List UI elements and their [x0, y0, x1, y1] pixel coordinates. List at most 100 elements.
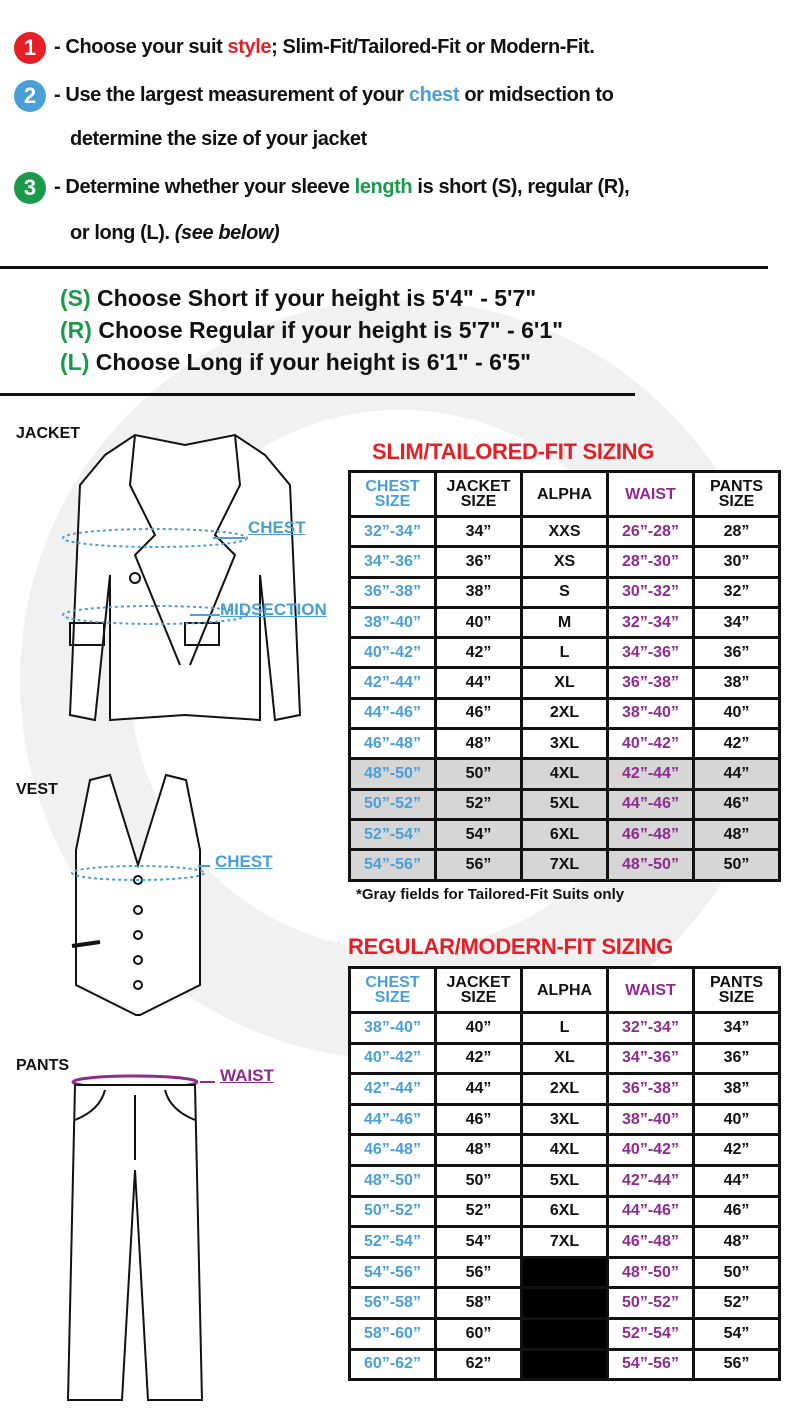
column-header: CHEST SIZE	[348, 966, 437, 1014]
table-cell: 42”	[692, 727, 781, 761]
table-row: 54”-56” 56” 7XL 48”-50” 50”	[348, 848, 781, 882]
table-cell: 28”-30”	[606, 545, 695, 579]
pants-label: PANTS	[16, 1057, 70, 1074]
table-row: 42”-44” 44” XL 36”-38” 38”	[348, 666, 781, 700]
table-row: 54”-56” 56” 48”-50” 50”	[348, 1255, 781, 1290]
table-row: 38”-40” 40” L 32”-34” 34”	[348, 1011, 781, 1045]
table-cell: 58”-60”	[348, 1316, 437, 1351]
midsection-label: MIDSECTION	[220, 600, 327, 619]
table-cell	[520, 1347, 609, 1382]
column-header: ALPHA	[520, 470, 609, 518]
table-cell: 2XL	[520, 696, 609, 731]
table-cell: 54”-56”	[606, 1347, 695, 1382]
step-text: or midsection to	[459, 84, 614, 106]
table-cell: 40”	[692, 1102, 781, 1137]
table-cell: 50”	[692, 1255, 781, 1290]
table-cell: 40”	[434, 605, 523, 640]
table-cell: 42”	[434, 636, 523, 670]
table-cell: 32”-34”	[606, 605, 695, 640]
table-cell: 36”-38”	[348, 575, 437, 609]
table-cell: M	[520, 605, 609, 640]
table-cell: 52”-54”	[606, 1316, 695, 1351]
table-cell: 50”	[434, 757, 523, 791]
step-3: 3- Determine whether your sleeve length …	[14, 170, 790, 204]
table-cell: 48”-50”	[348, 1163, 437, 1198]
slim-table-title: SLIM/TAILORED-FIT SIZING	[372, 439, 655, 464]
table-cell: 56”-58”	[348, 1286, 437, 1320]
jacket-label: JACKET	[16, 425, 81, 442]
table-cell: 48”	[434, 727, 523, 761]
table-cell: 60”-62”	[348, 1347, 437, 1382]
column-header: JACKET SIZE	[434, 470, 523, 518]
table-cell: 6XL	[520, 817, 609, 852]
table-cell: 34”-36”	[606, 636, 695, 670]
table-cell: 36”	[692, 636, 781, 670]
table-cell: L	[520, 636, 609, 670]
table-cell: 4XL	[520, 1133, 609, 1167]
table-cell: 48”-50”	[606, 1255, 695, 1290]
column-header: WAIST	[606, 470, 695, 518]
table-cell	[520, 1316, 609, 1351]
column-header: ALPHA	[520, 966, 609, 1014]
highlight-word: length	[354, 176, 413, 198]
waist-label: WAIST	[220, 1066, 274, 1085]
table-cell: 52”	[434, 1194, 523, 1229]
column-header: WAIST	[606, 966, 695, 1014]
table-cell: 50”-52”	[348, 1194, 437, 1229]
table-cell: 40”-42”	[606, 1133, 695, 1167]
table-row: 44”-46” 46” 2XL 38”-40” 40”	[348, 696, 781, 731]
table-cell: 46”	[692, 1194, 781, 1229]
step-3-line2: or long (L). (see below)	[70, 216, 790, 250]
table-cell: 60”	[434, 1316, 523, 1351]
table-cell: 44”-46”	[348, 1102, 437, 1137]
table-cell: 36”-38”	[606, 666, 695, 700]
table-cell: 34”	[434, 514, 523, 549]
table-cell: 38”-40”	[606, 696, 695, 731]
table-cell: 32”-34”	[606, 1011, 695, 1045]
table-cell: 48”-50”	[348, 757, 437, 791]
table-cell: 36”-38”	[606, 1072, 695, 1106]
table-row: 52”-54” 54” 6XL 46”-48” 48”	[348, 817, 781, 852]
table-cell: 30”-32”	[606, 575, 695, 609]
table-cell: 38”-40”	[606, 1102, 695, 1137]
step-text: is short (S), regular (R),	[412, 176, 630, 198]
step-number-badge: 2	[14, 79, 46, 112]
table-cell: 6XL	[520, 1194, 609, 1229]
table-cell: XS	[520, 545, 609, 579]
step-2: 2 - Use the largest measurement of your c…	[14, 78, 790, 112]
table-cell: 56”	[692, 1347, 781, 1382]
column-header: PANTS SIZE	[692, 470, 781, 518]
table-cell: 7XL	[520, 1225, 609, 1259]
table-row: 34”-36” 36” XS 28”-30” 30”	[348, 545, 781, 579]
table-cell: 54”	[692, 1316, 781, 1351]
table-cell: 46”-48”	[606, 1225, 695, 1259]
table-cell: XL	[520, 666, 609, 700]
table-row: 38”-40” 40” M 32”-34” 34”	[348, 605, 781, 640]
vest-illustration	[71, 773, 210, 1016]
table-row: 46”-48” 48” 3XL 40”-42” 42”	[348, 727, 781, 761]
table-cell: 32”	[692, 575, 781, 609]
slim-fit-size-table: CHEST SIZE JACKET SIZE ALPHA WAIST PANTS SIZ…	[348, 470, 781, 882]
table-cell: XL	[520, 1041, 609, 1076]
table-cell: 44”-46”	[606, 1194, 695, 1229]
table-row: 48”-50” 50” 4XL 42”-44” 44”	[348, 757, 781, 791]
table-cell: 54”	[434, 1225, 523, 1259]
table-cell: 52”	[692, 1286, 781, 1320]
table-cell	[520, 1286, 609, 1320]
table-cell: 46”-48”	[348, 1133, 437, 1167]
table-cell: 42”	[692, 1133, 781, 1167]
table-cell: 50”	[692, 848, 781, 882]
column-header: JACKET SIZE	[434, 966, 523, 1014]
table-cell: 46”	[434, 696, 523, 731]
table-cell: 34”	[692, 1011, 781, 1045]
table-row: 50”-52” 52” 6XL 44”-46” 46”	[348, 1194, 781, 1229]
table-row: 48”-50” 50” 5XL 42”-44” 44”	[348, 1163, 781, 1198]
table-cell: 30”	[692, 545, 781, 579]
column-header: PANTS SIZE	[692, 966, 781, 1014]
table-row: 58”-60” 60” 52”-54” 54”	[348, 1316, 781, 1351]
divider	[0, 266, 768, 269]
step-number-badge: 1	[14, 31, 46, 64]
header-row: CHEST SIZE JACKET SIZE ALPHA WAIST PANTS SIZ…	[348, 966, 781, 1014]
table-row: 44”-46” 46” 3XL 38”-40” 40”	[348, 1102, 781, 1137]
table-row: 36”-38” 38” S 30”-32” 32”	[348, 575, 781, 609]
